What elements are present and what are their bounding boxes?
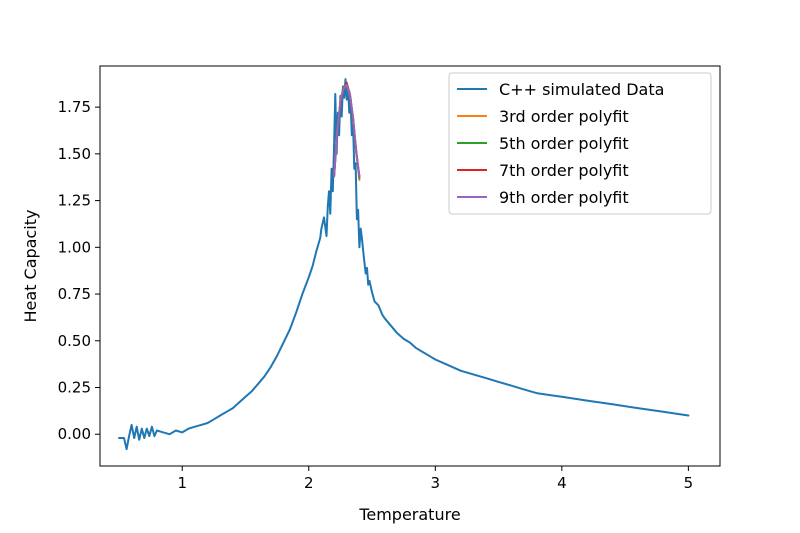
y-tick-label: 0.50: [58, 332, 91, 350]
legend-entry-label: C++ simulated Data: [499, 80, 664, 99]
x-tick-label: 4: [557, 474, 567, 492]
series-line-5: [333, 83, 361, 178]
y-tick-label: 0.75: [58, 285, 91, 303]
series-layer: [118, 78, 690, 451]
legend-entry-label: 5th order polyfit: [499, 134, 629, 153]
y-axis-label: Heat Capacity: [21, 210, 40, 323]
x-axis: 1 2 3 4 5: [177, 466, 693, 492]
legend-box: [448, 72, 712, 215]
x-tick-label: 5: [684, 474, 694, 492]
legend-entry-label: 9th order polyfit: [499, 188, 629, 207]
y-tick-label: 1.25: [58, 192, 91, 210]
x-tick-label: 2: [304, 474, 314, 492]
y-tick-label: 0.00: [58, 425, 91, 443]
x-axis-label: Temperature: [358, 505, 460, 524]
y-tick-label: 1.50: [58, 145, 91, 163]
y-tick-label: 1.75: [58, 98, 91, 116]
legend: C++ simulated Data 3rd order polyfit 5th o…: [448, 72, 712, 215]
plot-frame: [99, 65, 721, 467]
y-axis: 0.00 0.25 0.50 0.75 1.00 1.25 1.50 1.75: [58, 98, 100, 443]
legend-entry-label: 7th order polyfit: [499, 161, 629, 180]
series-line-1: [118, 78, 690, 451]
legend-entry-label: 3rd order polyfit: [499, 107, 629, 126]
y-tick-label: 0.25: [58, 378, 91, 396]
y-tick-label: 1.00: [58, 238, 91, 256]
x-tick-label: 3: [431, 474, 441, 492]
x-tick-label: 1: [177, 474, 187, 492]
